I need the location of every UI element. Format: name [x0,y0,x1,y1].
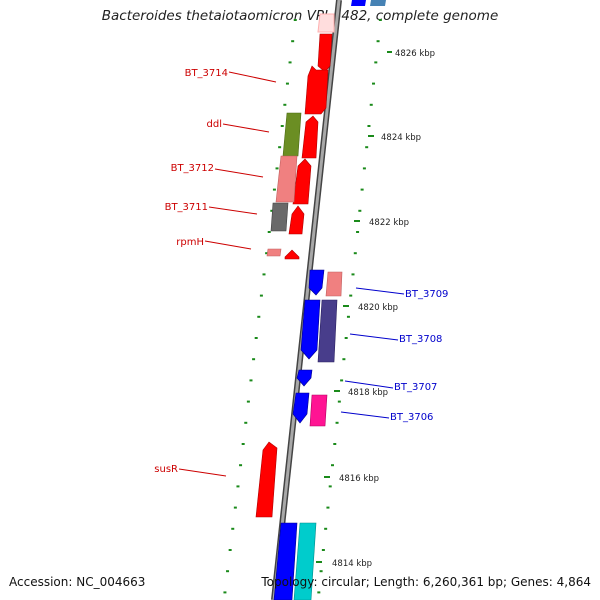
scale-label-4818: 4818 kbp [348,388,388,398]
forward-strand-genes [284,33,333,260]
label-bt3709: BT_3709 [405,289,448,300]
leader-bt3714 [228,71,277,83]
leader-bt3712 [214,168,264,178]
label-bt3708: BT_3708 [399,334,442,345]
leader-bt3707 [344,380,394,389]
leader-lines [178,71,405,477]
leader-bt3709 [355,287,405,295]
gene-arrow-bt3707 [296,369,313,387]
gene-arrow-bt3714 [304,65,329,115]
top-fragments [317,0,386,33]
susr-gene [255,441,278,518]
leader-bt3711 [208,206,258,215]
label-bt3706: BT_3706 [390,412,433,423]
gene-labels: BT_3714 ddl BT_3712 BT_3711 rpmH susR BT… [154,68,448,475]
gene-arrow-bt3711 [288,205,305,235]
gene-box-bt3709-cog [325,271,343,297]
gene-box-ddl-cog [282,112,302,157]
reverse-strand-genes [273,269,343,600]
gene-arrow-susr [255,441,278,518]
scale: 4826 kbp 4824 kbp 4822 kbp 4820 kbp 4818… [316,49,435,569]
cog-track-left [266,112,302,257]
label-bt3711: BT_3711 [165,202,208,213]
gene-arrow-bt3708 [300,299,321,360]
gene-box-bt3711-cog [270,202,289,232]
scale-label-4816: 4816 kbp [339,474,379,484]
gene-box-bt3708-cog [317,299,338,363]
genome-summary: Topology: circular; Length: 6,260,361 bp… [261,575,591,589]
gene-box-rpmh-cog [266,248,282,257]
gene-arrow-rpmh [284,249,300,260]
gene-arrow-bt3714-upper [317,33,333,73]
label-bt3712: BT_3712 [171,163,214,174]
gene-box-bottom-cyan [293,522,317,600]
scale-label-4822: 4822 kbp [369,218,409,228]
gene-arrow-bt3706 [292,392,310,424]
gene-arrow-top-fragment [317,13,335,33]
leader-susr [178,468,227,477]
label-susr: susR [154,464,178,475]
leader-bt3708 [349,333,399,341]
gene-arrow-bt3709 [308,269,325,296]
label-bt3707: BT_3707 [394,382,437,393]
gene-arrow-bottom-blue [273,522,298,600]
scale-label-4820: 4820 kbp [358,303,398,313]
leader-bt3706 [340,411,390,419]
gene-box-bt3712-cog [275,155,298,203]
label-bt3714: BT_3714 [185,68,228,79]
accession-label: Accession: NC_004663 [9,575,146,589]
leader-rpmh [204,240,252,250]
scale-label-4826: 4826 kbp [395,49,435,59]
tick-rings [223,19,382,594]
gene-arrow-top-blue-1 [351,0,366,6]
leader-ddl [222,123,270,133]
gene-arrow-top-blue-2 [370,0,386,6]
label-ddl: ddl [207,119,222,130]
scale-label-4814: 4814 kbp [332,559,372,569]
gene-arrow-ddl [301,115,319,159]
map-title: Bacteroides thetaiotaomicron VPI-5482, c… [101,8,499,24]
label-rpmh: rpmH [176,237,204,248]
scale-label-4824: 4824 kbp [381,133,421,143]
gene-box-bt3706-cog [309,394,328,427]
